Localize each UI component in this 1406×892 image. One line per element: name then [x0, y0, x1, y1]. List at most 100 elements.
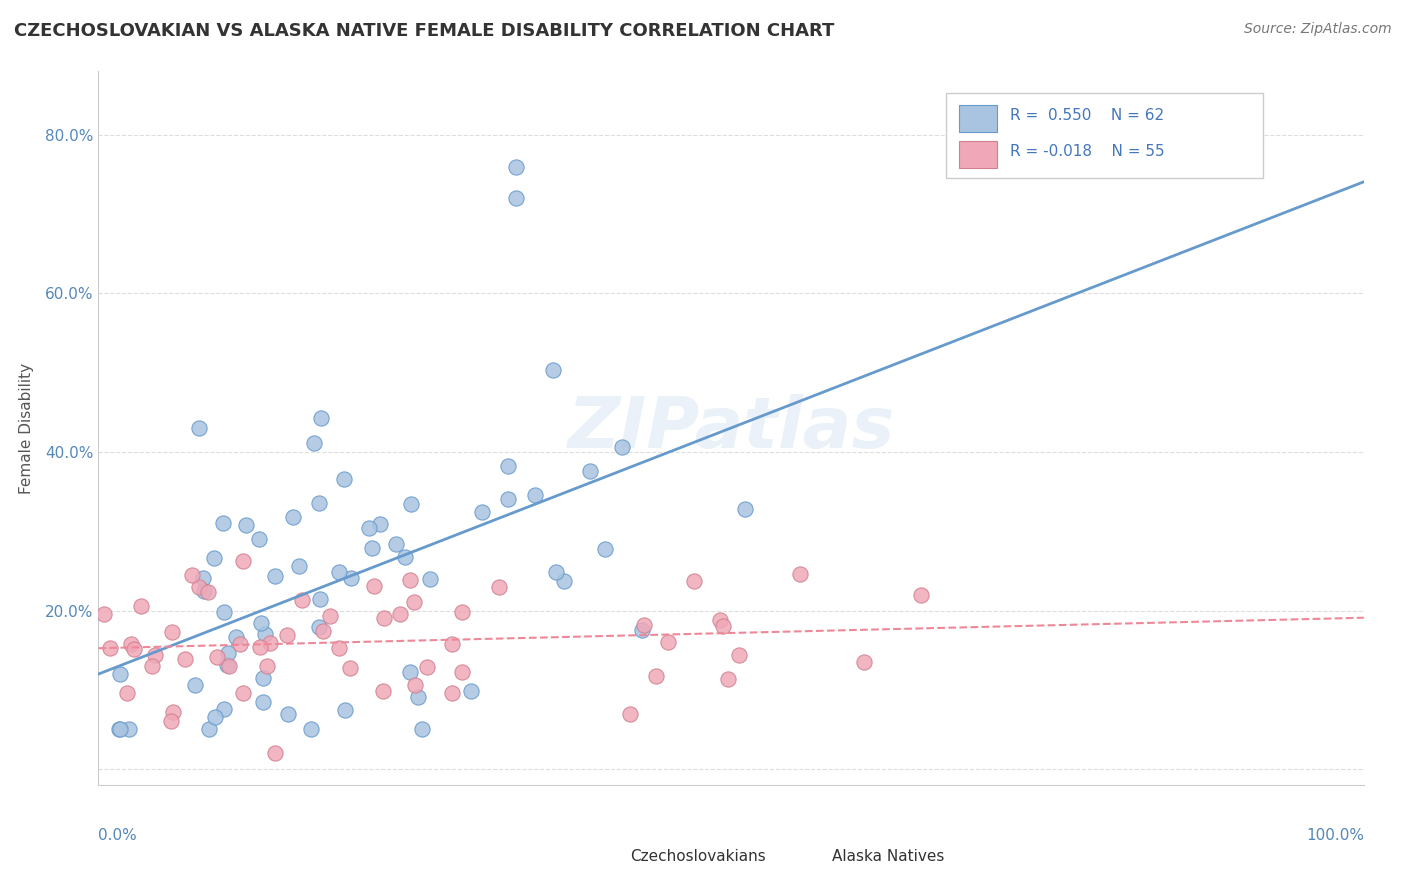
Point — [299, 723, 322, 737]
Point — [162, 705, 184, 719]
Point — [709, 613, 731, 627]
Point — [188, 580, 211, 594]
Point — [644, 669, 666, 683]
Point — [416, 659, 439, 673]
Point — [727, 648, 749, 662]
Point — [276, 628, 298, 642]
Point — [281, 510, 304, 524]
Point — [217, 657, 239, 672]
Point — [207, 649, 229, 664]
Point — [204, 551, 226, 566]
Point — [399, 497, 422, 511]
Point — [593, 541, 616, 556]
Point — [187, 421, 209, 435]
Point — [789, 566, 811, 581]
Point — [309, 411, 332, 425]
Point — [339, 661, 361, 675]
Point — [212, 516, 235, 531]
Point — [523, 488, 546, 502]
Text: 100.0%: 100.0% — [1306, 828, 1364, 843]
Point — [488, 580, 510, 594]
Point — [117, 686, 139, 700]
Point — [108, 723, 131, 737]
Point — [734, 501, 756, 516]
Point — [357, 520, 380, 534]
Point — [363, 579, 385, 593]
Y-axis label: Female Disability: Female Disability — [18, 362, 34, 494]
Point — [460, 684, 482, 698]
Point — [333, 703, 356, 717]
Point — [368, 516, 391, 531]
Point — [235, 517, 257, 532]
Point — [141, 658, 163, 673]
Point — [541, 363, 564, 377]
Point — [451, 605, 474, 619]
Point — [124, 642, 146, 657]
Point — [328, 565, 350, 579]
Point — [309, 592, 332, 607]
Text: Czechoslovakians: Czechoslovakians — [630, 849, 766, 864]
Point — [193, 583, 215, 598]
Point — [852, 655, 875, 669]
Point — [717, 672, 740, 686]
Point — [184, 678, 207, 692]
FancyBboxPatch shape — [959, 105, 997, 132]
Text: CZECHOSLOVAKIAN VS ALASKA NATIVE FEMALE DISABILITY CORRELATION CHART: CZECHOSLOVAKIAN VS ALASKA NATIVE FEMALE … — [14, 22, 834, 40]
Point — [619, 706, 641, 721]
Point — [120, 637, 142, 651]
Point — [389, 607, 412, 621]
Point — [198, 723, 221, 737]
Point — [451, 665, 474, 679]
FancyBboxPatch shape — [801, 824, 832, 846]
Point — [505, 160, 527, 174]
Point — [498, 492, 520, 507]
Point — [332, 472, 354, 486]
Point — [249, 640, 271, 654]
Point — [217, 646, 239, 660]
Point — [496, 458, 519, 473]
Point — [108, 723, 131, 737]
Point — [160, 714, 183, 728]
FancyBboxPatch shape — [959, 141, 997, 168]
Text: Source: ZipAtlas.com: Source: ZipAtlas.com — [1244, 22, 1392, 37]
Point — [384, 536, 406, 550]
Point — [546, 565, 568, 579]
Point — [419, 572, 441, 586]
Point — [98, 640, 121, 655]
Point — [287, 558, 309, 573]
Point — [259, 635, 281, 649]
Point — [318, 609, 340, 624]
Point — [440, 686, 463, 700]
Point — [402, 594, 425, 608]
Point — [373, 611, 395, 625]
Point — [553, 574, 575, 588]
Point — [204, 710, 226, 724]
Point — [225, 630, 247, 644]
Point — [160, 624, 183, 639]
Point — [404, 677, 426, 691]
Point — [411, 723, 433, 737]
Point — [291, 592, 314, 607]
Point — [361, 541, 384, 555]
Point — [471, 505, 494, 519]
Point — [93, 607, 115, 621]
Point — [180, 568, 202, 582]
Point — [657, 635, 679, 649]
Point — [174, 652, 197, 666]
Point — [229, 638, 252, 652]
Point — [406, 690, 429, 704]
Point — [118, 723, 141, 737]
Text: R = -0.018    N = 55: R = -0.018 N = 55 — [1010, 144, 1164, 159]
Point — [631, 623, 654, 637]
Point — [340, 571, 363, 585]
Point — [328, 641, 350, 656]
Point — [145, 648, 167, 663]
Text: ZIPatlas: ZIPatlas — [568, 393, 894, 463]
Point — [264, 569, 287, 583]
Point — [711, 619, 734, 633]
Point — [440, 637, 463, 651]
Point — [612, 440, 634, 454]
Point — [197, 585, 219, 599]
Point — [252, 672, 274, 686]
Point — [505, 191, 527, 205]
